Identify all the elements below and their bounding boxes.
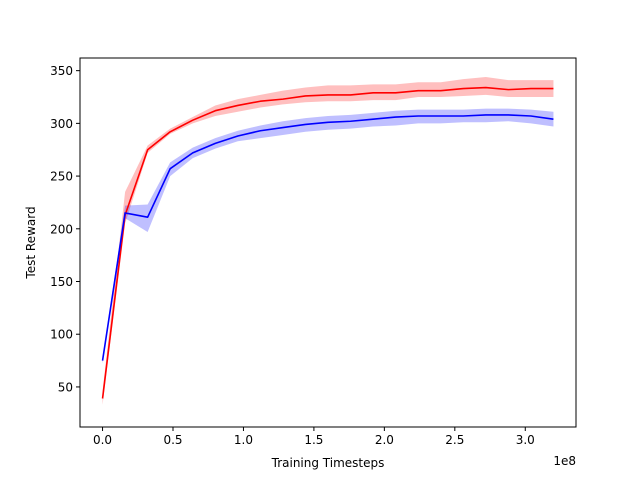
x-axis-ticks: 0.0 0.5 1.0 1.5 2.0 2.5 3.0	[93, 427, 535, 447]
x-tick-label: 3.0	[516, 433, 535, 447]
x-axis-label: Training Timesteps	[271, 456, 385, 470]
x-tick-label: 1.5	[304, 433, 323, 447]
x-tick-label: 0.5	[163, 433, 182, 447]
y-tick-label: 50	[58, 380, 73, 394]
x-tick-label: 2.0	[375, 433, 394, 447]
y-tick-label: 300	[50, 117, 73, 131]
x-axis-offset-label: 1e8	[553, 454, 576, 468]
axes-frame	[79, 57, 577, 428]
y-tick-label: 150	[50, 275, 73, 289]
x-tick-label: 2.5	[445, 433, 464, 447]
y-axis-ticks: 50 100 150 200 250 300 350	[50, 64, 80, 394]
y-tick-label: 350	[50, 64, 73, 78]
series-1-line	[101, 114, 554, 361]
x-tick-label: 1.0	[234, 433, 253, 447]
series-lines	[101, 86, 554, 399]
series-0-line	[101, 86, 554, 399]
y-axis-label: Test Reward	[24, 206, 38, 279]
y-tick-label: 100	[50, 328, 73, 342]
y-tick-label: 250	[50, 170, 73, 184]
x-tick-label: 0.0	[93, 433, 112, 447]
y-tick-label: 200	[50, 222, 73, 236]
